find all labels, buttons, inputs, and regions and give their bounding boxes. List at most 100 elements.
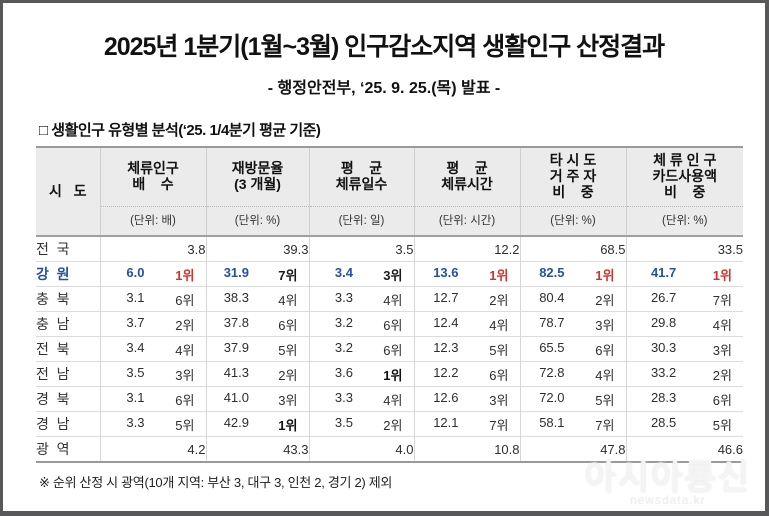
table-row-6: 경 북 3.1 6위 41.0 3위 3.3 4위 12.6 3위 72.0 5위 28.3 6위 — [36, 386, 743, 412]
cell-rank: 6위 — [383, 317, 403, 333]
cell-rank: 7위 — [595, 417, 615, 433]
cell-rank: 4위 — [383, 392, 403, 408]
table-row-7: 경 남 3.3 5위 42.9 1위 3.5 2위 12.1 7위 58.1 7위 28.5 5위 — [36, 411, 743, 437]
cell-rank: 5위 — [595, 392, 615, 408]
cell-revisit-rate-3month-value: 43.3 — [205, 436, 309, 462]
cell-rank: 5위 — [712, 417, 732, 433]
cell-rank: 4위 — [712, 317, 732, 333]
cell-value: 12.7 — [433, 289, 459, 305]
cell-value: 6.0 — [126, 264, 145, 280]
cell-rank: 1위 — [712, 267, 732, 283]
cell-value: 3.3 — [126, 414, 145, 430]
cell-rank: 1위 — [278, 417, 298, 433]
row-label: 경 남 — [36, 411, 100, 437]
cell-rank: 4위 — [175, 342, 195, 358]
col-header-stay-population-multiple: 체류인구 배 수 — [99, 147, 206, 207]
cell-revisit-rate-3month-value: 39.3 — [205, 235, 309, 262]
cell-rank: 6위 — [175, 392, 195, 408]
cell-rank: 5위 — [278, 342, 298, 358]
cell-card-spending-share: 41.7 1위 — [625, 261, 743, 287]
cell-rank: 3위 — [278, 392, 298, 408]
table-row-4: 전 북 3.4 4위 37.9 5위 3.2 6위 12.3 5위 65.5 6위 30.3 3위 — [36, 336, 743, 362]
cell-value: 3.1 — [126, 389, 145, 405]
cell-value: 29.8 — [650, 314, 677, 330]
footnote: ※ 순위 산정 시 광역(10개 지역: 부산 3, 대구 3, 인천 2, 경… — [39, 475, 393, 490]
cell-card-spending-share-value: 46.6 — [625, 436, 743, 462]
cell-card-spending-share: 30.3 3위 — [625, 336, 743, 362]
row-label: 전 남 — [36, 361, 100, 387]
cell-other-sido-resident-share: 72.8 4위 — [519, 361, 626, 387]
watermark-domain: newsdata.kr — [629, 493, 706, 507]
cell-value: 37.9 — [223, 339, 249, 355]
cell-other-sido-resident-share-value: 68.5 — [519, 235, 626, 262]
cell-value: 41.7 — [650, 264, 677, 280]
cell-value: 41.3 — [223, 364, 249, 380]
row-label: 경 북 — [36, 386, 100, 412]
row-label: 강 원 — [36, 261, 100, 287]
cell-rank: 2위 — [712, 367, 732, 383]
col-unit-revisit-rate-3month: (단위: %) — [205, 206, 309, 236]
cell-avg-stay-days-value: 4.0 — [308, 436, 414, 462]
cell-value: 38.3 — [223, 289, 249, 305]
cell-value: 12.1 — [433, 414, 459, 430]
cell-rank: 2위 — [278, 367, 298, 383]
table-row-1: 강 원 6.0 1위 31.9 7위 3.4 3위 13.6 1위 82.5 1위 41.7 1위 — [36, 261, 743, 287]
cell-value: 78.7 — [539, 314, 565, 330]
cell-rank: 1위 — [489, 267, 509, 283]
table-row-2: 충 북 3.1 6위 38.3 4위 3.3 4위 12.7 2위 80.4 2위 26.7 7위 — [36, 286, 743, 312]
cell-rank: 4위 — [595, 367, 615, 383]
cell-stay-population-multiple: 3.3 5위 — [99, 411, 206, 437]
cell-rank: 6위 — [278, 317, 298, 333]
col-unit-avg-stay-days: (단위: 일) — [308, 206, 414, 236]
row-label: 충 남 — [36, 311, 100, 337]
cell-stay-population-multiple-value: 3.8 — [99, 235, 206, 262]
cell-revisit-rate-3month: 37.8 6위 — [205, 311, 309, 337]
cell-rank: 7위 — [712, 292, 732, 308]
cell-rank: 6위 — [175, 292, 195, 308]
cell-rank: 3위 — [383, 267, 403, 283]
cell-value: 80.4 — [539, 289, 565, 305]
cell-avg-stay-hours: 12.6 3위 — [413, 386, 520, 412]
cell-card-spending-share: 33.2 2위 — [625, 361, 743, 387]
page-title: 2025년 1분기(1월~3월) 인구감소지역 생활인구 산정결과 — [103, 33, 665, 61]
cell-revisit-rate-3month: 42.9 1위 — [205, 411, 309, 437]
cell-rank: 7위 — [489, 417, 509, 433]
cell-value: 30.3 — [650, 339, 677, 355]
row-label: 전 국 — [36, 235, 100, 262]
cell-rank: 1위 — [595, 267, 615, 283]
table-row-0: 전 국 3.8 39.3 3.5 12.2 68.5 33.5 — [36, 235, 743, 262]
cell-other-sido-resident-share: 82.5 1위 — [519, 261, 626, 287]
cell-value: 28.5 — [650, 414, 677, 430]
cell-revisit-rate-3month: 38.3 4위 — [205, 286, 309, 312]
cell-card-spending-share: 29.8 4위 — [625, 311, 743, 337]
cell-value: 82.5 — [539, 264, 565, 280]
cell-avg-stay-days: 3.3 4위 — [308, 386, 414, 412]
cell-value: 3.4 — [334, 264, 353, 280]
cell-avg-stay-days: 3.6 1위 — [308, 361, 414, 387]
cell-value: 58.1 — [539, 414, 565, 430]
cell-avg-stay-hours-value: 12.2 — [413, 235, 520, 262]
cell-other-sido-resident-share-value: 47.8 — [519, 436, 626, 462]
cell-card-spending-share: 28.3 6위 — [625, 386, 743, 412]
col-header-revisit-rate-3month: 재방문율 (3 개월) — [205, 147, 309, 207]
cell-avg-stay-days: 3.4 3위 — [308, 261, 414, 287]
cell-value: 12.6 — [433, 389, 459, 405]
cell-stay-population-multiple: 3.4 4위 — [99, 336, 206, 362]
cell-other-sido-resident-share: 80.4 2위 — [519, 286, 626, 312]
cell-value: 72.8 — [539, 364, 565, 380]
row-label: 광 역 — [36, 436, 100, 462]
cell-rank: 6위 — [712, 392, 732, 408]
table-row-3: 충 남 3.7 2위 37.8 6위 3.2 6위 12.4 4위 78.7 3위 29.8 4위 — [36, 311, 743, 337]
cell-value: 33.2 — [650, 364, 677, 380]
cell-rank: 2위 — [383, 417, 403, 433]
cell-value: 3.5 — [334, 414, 353, 430]
cell-value: 3.2 — [334, 314, 353, 330]
col-unit-avg-stay-hours: (단위: 시간) — [413, 206, 520, 236]
cell-value: 72.0 — [539, 389, 565, 405]
cell-avg-stay-hours: 13.6 1위 — [413, 261, 520, 287]
living-population-table: 시 도 체류인구 배 수 재방문율 (3 개월) 평 균 체류일수 평 균 체류시간 타 … — [36, 146, 743, 463]
cell-avg-stay-days: 3.2 6위 — [308, 336, 414, 362]
cell-rank: 3위 — [595, 317, 615, 333]
cell-value: 12.2 — [433, 364, 459, 380]
